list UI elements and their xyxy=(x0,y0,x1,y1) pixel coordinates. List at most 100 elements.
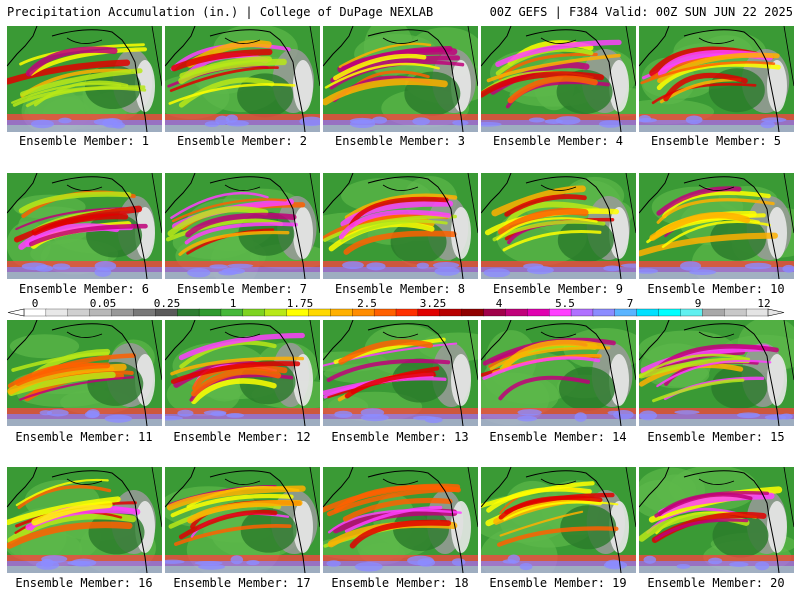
ensemble-member-caption: Ensemble Member: 3 xyxy=(334,134,466,148)
color-scale-swatch xyxy=(89,308,113,317)
color-scale-label: 1 xyxy=(229,297,237,310)
color-scale-swatch xyxy=(220,308,244,317)
precipitation-map xyxy=(639,467,794,573)
ensemble-member-caption: Ensemble Member: 15 xyxy=(647,430,785,444)
ensemble-member-map xyxy=(323,173,478,279)
color-scale-label: 0 xyxy=(31,297,39,310)
precipitation-map xyxy=(165,467,320,573)
ensemble-member-map xyxy=(165,467,320,573)
precipitation-map xyxy=(481,320,636,426)
color-scale-swatch xyxy=(395,308,419,317)
precipitation-map xyxy=(165,320,320,426)
color-scale-swatch xyxy=(23,308,47,317)
color-scale-swatch xyxy=(111,308,135,317)
color-scale-swatch xyxy=(264,308,288,317)
color-scale-swatch xyxy=(505,308,528,317)
precipitation-map xyxy=(481,467,636,573)
color-scale-bar xyxy=(7,308,785,317)
precipitation-map xyxy=(639,173,794,279)
ensemble-member-map xyxy=(165,173,320,279)
color-scale-swatch xyxy=(177,308,200,317)
color-scale-swatch xyxy=(417,308,441,317)
color-scale-swatch xyxy=(373,308,397,317)
precipitation-map xyxy=(165,26,320,132)
precipitation-map xyxy=(639,26,794,132)
color-scale-swatch xyxy=(330,308,353,317)
color-scale-label: 1.75 xyxy=(286,297,314,310)
ensemble-member-map xyxy=(7,467,162,573)
color-scale-label: 9 xyxy=(694,297,702,310)
color-scale-swatch xyxy=(614,308,638,317)
color-scale-swatch xyxy=(658,308,682,317)
color-scale-label: 3.25 xyxy=(419,297,447,310)
ensemble-member-caption: Ensemble Member: 11 xyxy=(15,430,153,444)
scale-max-arrow xyxy=(767,308,785,317)
color-scale-swatch xyxy=(724,308,747,317)
color-scale-label: 5.5 xyxy=(555,297,575,310)
precipitation-map xyxy=(323,320,478,426)
color-scale-label: 7 xyxy=(626,297,634,310)
color-scale-swatch xyxy=(133,308,156,317)
color-scale-swatch xyxy=(286,308,310,317)
ensemble-member-caption: Ensemble Member: 6 xyxy=(18,282,150,296)
scale-min-arrow xyxy=(7,308,25,317)
precipitation-map xyxy=(7,320,162,426)
precipitation-map xyxy=(323,467,478,573)
color-scale-label: 12 xyxy=(757,297,771,310)
ensemble-member-map xyxy=(639,173,794,279)
ensemble-member-caption: Ensemble Member: 8 xyxy=(334,282,466,296)
precipitation-map xyxy=(481,26,636,132)
precipitation-map xyxy=(481,173,636,279)
run-valid-time: 00Z GEFS | F384 Valid: 00Z SUN JUN 22 20… xyxy=(489,5,793,19)
color-scale-swatch xyxy=(242,308,266,317)
precipitation-map xyxy=(7,467,162,573)
ensemble-member-caption: Ensemble Member: 18 xyxy=(331,576,469,590)
precipitation-map xyxy=(323,173,478,279)
ensemble-member-map xyxy=(323,26,478,132)
ensemble-member-caption: Ensemble Member: 13 xyxy=(331,430,469,444)
ensemble-member-map xyxy=(639,320,794,426)
ensemble-member-map xyxy=(481,320,636,426)
color-scale-swatch xyxy=(352,308,375,317)
ensemble-member-caption: Ensemble Member: 19 xyxy=(489,576,627,590)
ensemble-member-caption: Ensemble Member: 20 xyxy=(647,576,785,590)
ensemble-member-caption: Ensemble Member: 10 xyxy=(647,282,785,296)
ensemble-member-caption: Ensemble Member: 7 xyxy=(176,282,308,296)
ensemble-member-caption: Ensemble Member: 16 xyxy=(15,576,153,590)
color-scale-swatch xyxy=(570,308,594,317)
color-scale-swatch xyxy=(592,308,616,317)
ensemble-member-map xyxy=(481,467,636,573)
ensemble-member-map xyxy=(481,173,636,279)
ensemble-member-map xyxy=(165,320,320,426)
precipitation-map xyxy=(7,26,162,132)
color-scale-swatch xyxy=(702,308,725,317)
ensemble-member-caption: Ensemble Member: 2 xyxy=(176,134,308,148)
precipitation-map xyxy=(7,173,162,279)
color-scale-swatch xyxy=(198,308,222,317)
color-scale-swatch xyxy=(549,308,572,317)
color-scale-swatch xyxy=(745,308,769,317)
color-scale-label: 0.05 xyxy=(89,297,117,310)
chart-title: Precipitation Accumulation (in.) | Colle… xyxy=(7,5,434,19)
color-scale-label: 4 xyxy=(495,297,503,310)
color-scale-swatch xyxy=(155,308,178,317)
precipitation-map xyxy=(323,26,478,132)
ensemble-member-map xyxy=(165,26,320,132)
ensemble-member-map xyxy=(7,26,162,132)
ensemble-member-caption: Ensemble Member: 12 xyxy=(173,430,311,444)
color-scale-swatch xyxy=(67,308,91,317)
ensemble-member-map xyxy=(639,26,794,132)
color-scale-swatch xyxy=(483,308,507,317)
ensemble-member-caption: Ensemble Member: 4 xyxy=(492,134,624,148)
color-scale-label: 0.25 xyxy=(153,297,181,310)
color-scale-swatch xyxy=(636,308,660,317)
precipitation-map xyxy=(165,173,320,279)
ensemble-member-map xyxy=(639,467,794,573)
color-scale-swatch xyxy=(308,308,332,317)
color-scale-swatch xyxy=(527,308,550,317)
ensemble-member-map xyxy=(323,320,478,426)
precipitation-map xyxy=(639,320,794,426)
color-scale-swatch xyxy=(439,308,463,317)
color-scale-swatch xyxy=(461,308,485,317)
ensemble-member-caption: Ensemble Member: 14 xyxy=(489,430,627,444)
